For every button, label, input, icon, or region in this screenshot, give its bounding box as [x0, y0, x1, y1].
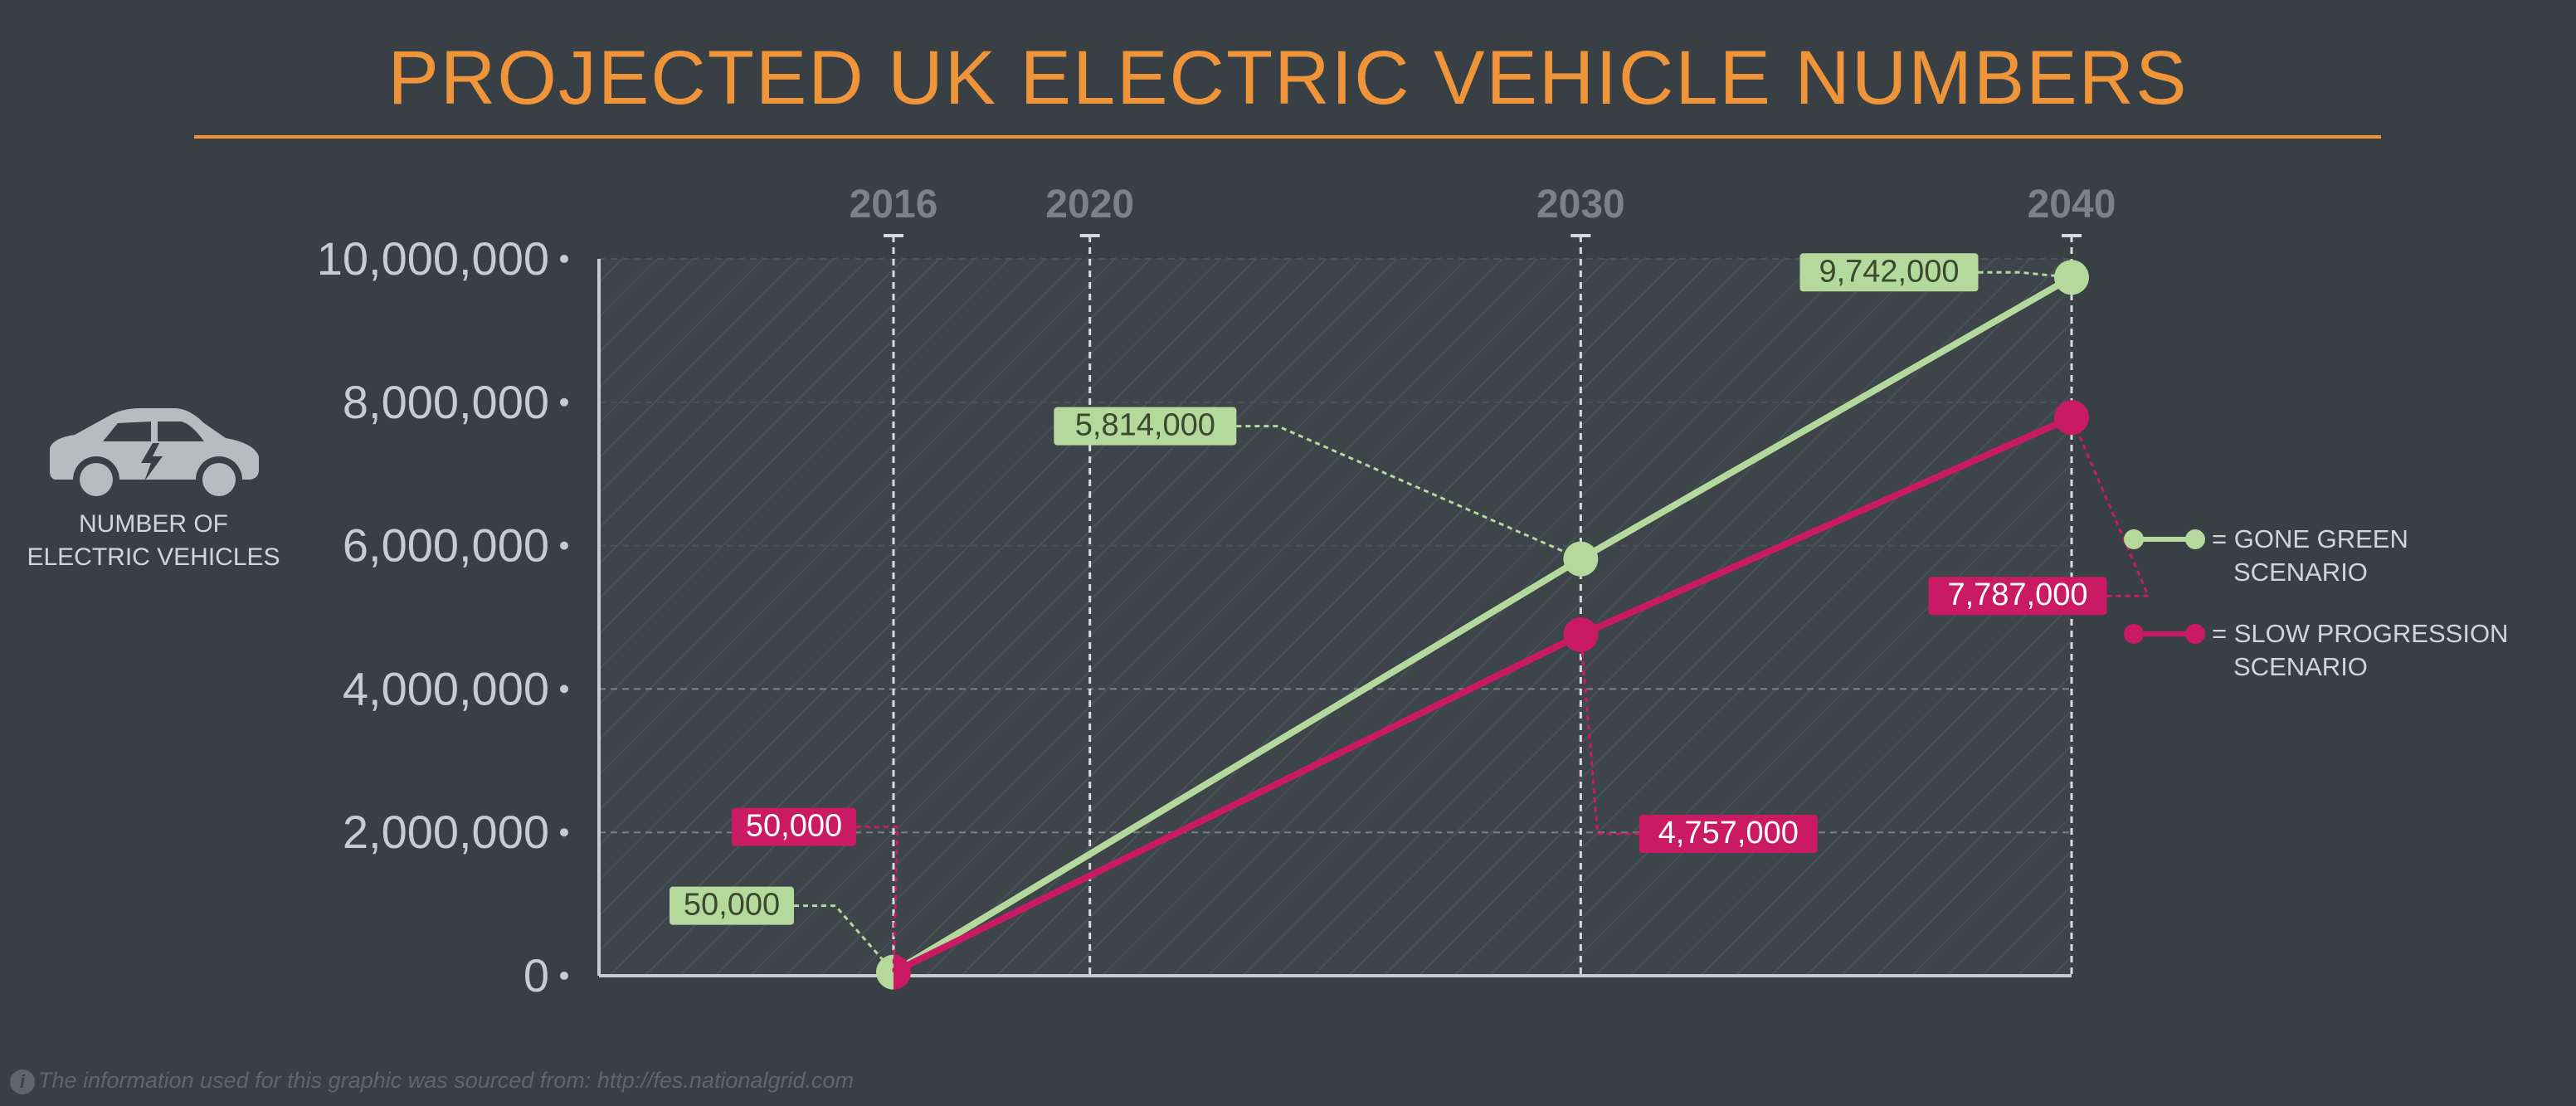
data-label: 50,000	[684, 888, 780, 923]
y-tick-label: 0	[523, 949, 549, 1001]
y-tick-dot	[560, 972, 568, 980]
data-label-box	[732, 807, 856, 846]
data-labels: 50,000 5,814,000 9,742,000 50,000 4,757,000 7…	[670, 253, 2150, 973]
data-label-box	[1799, 253, 1979, 292]
y-tick-label: 6,000,000	[343, 519, 549, 572]
y-axis-label-line-2: ELECTRIC VEHICLES	[27, 543, 280, 571]
car-icon	[50, 408, 259, 503]
y-tick-dot	[560, 685, 568, 694]
data-label-box	[670, 886, 794, 925]
data-point	[894, 954, 911, 990]
data-point	[876, 954, 894, 990]
source-note: i The information used for this graphic w…	[10, 1068, 854, 1094]
data-label-box	[1639, 814, 1818, 853]
data-point	[2054, 400, 2089, 436]
legend-label: = GONE GREEN	[2212, 524, 2408, 553]
legend-label: SCENARIO	[2233, 558, 2368, 587]
data-label-box	[1928, 577, 2107, 616]
info-icon: i	[10, 1069, 35, 1094]
x-tick-label: 2030	[1536, 183, 1625, 227]
data-point	[1563, 541, 1599, 577]
callout-connector	[1236, 425, 1581, 561]
callout-connector	[794, 904, 895, 973]
legend-label: SCENARIO	[2233, 652, 2368, 681]
y-tick-dot	[560, 828, 568, 837]
source-text: The information used for this graphic wa…	[38, 1068, 854, 1093]
data-label: 4,757,000	[1658, 816, 1799, 850]
x-tick-label: 2040	[2028, 183, 2116, 227]
y-axis-label-line-1: NUMBER OF	[79, 510, 228, 538]
y-tick-label: 2,000,000	[343, 806, 549, 858]
page-title: PROJECTED UK ELECTRIC VEHICLE NUMBERS	[387, 36, 2189, 120]
callout-connector	[1579, 634, 1639, 836]
y-tick-label: 4,000,000	[343, 662, 549, 714]
gridlines	[599, 236, 2073, 976]
y-tick-dot	[560, 397, 568, 407]
x-tick-label: 2016	[850, 183, 938, 227]
axes: 0 2,000,000 4,000,000 6,000,000 8,000,000 10,…	[317, 183, 2116, 1001]
data-label: 50,000	[746, 809, 842, 844]
y-axis-label: NUMBER OF ELECTRIC VEHICLES	[8, 508, 299, 574]
callout-connector	[2070, 417, 2150, 597]
y-tick-dot	[560, 541, 568, 550]
data-label: 5,814,000	[1075, 408, 1215, 443]
y-tick-dot	[560, 255, 568, 263]
title-underline	[194, 135, 2381, 139]
data-label: 9,742,000	[1819, 254, 1959, 289]
legend-label: = SLOW PROGRESSION	[2212, 619, 2509, 648]
data-label-box	[1054, 407, 1237, 446]
plot-area	[599, 259, 2072, 976]
callout-connector	[856, 826, 899, 972]
legend-marker-icon	[2124, 624, 2205, 644]
callout-connector	[1978, 270, 2072, 279]
data-label: 7,787,000	[1947, 577, 2087, 612]
legend-marker-icon	[2124, 529, 2205, 549]
y-tick-label: 10,000,000	[317, 232, 549, 285]
y-tick-label: 8,000,000	[343, 376, 549, 428]
x-tick-label: 2020	[1045, 183, 1134, 227]
